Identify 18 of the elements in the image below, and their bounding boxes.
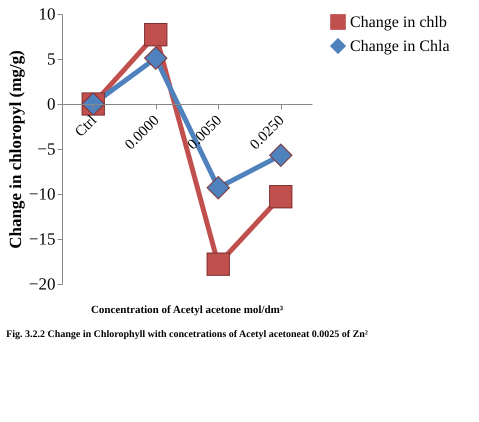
y-tick-label: −5: [37, 140, 56, 158]
point: [206, 176, 230, 200]
y-tick-label: 5: [47, 50, 56, 68]
y-tick-label: −15: [28, 230, 56, 248]
y-axis-title: Change in chloropyl (mg/g): [6, 50, 25, 249]
point: [144, 23, 168, 46]
y-tick-label: −20: [28, 274, 56, 294]
point: [144, 46, 168, 70]
caption: Fig. 3.2.2 Change in Chlorophyll with concetrations of Acetyl acetoneat 0.0025 of Zn²: [6, 329, 368, 340]
point: [206, 252, 230, 276]
y-tick-label: −10: [28, 184, 56, 204]
y-tick-label: 10: [38, 4, 56, 24]
legend-label: Change in Chla: [350, 38, 450, 55]
y-tick-label: 0: [47, 94, 56, 114]
legend-label: Change in chlb: [350, 14, 447, 31]
x-axis-title: Concentration of Acetyl acetone mol/dm³: [90, 304, 284, 316]
x-tick-label: Ctrl: [72, 112, 100, 140]
point: [269, 185, 292, 208]
